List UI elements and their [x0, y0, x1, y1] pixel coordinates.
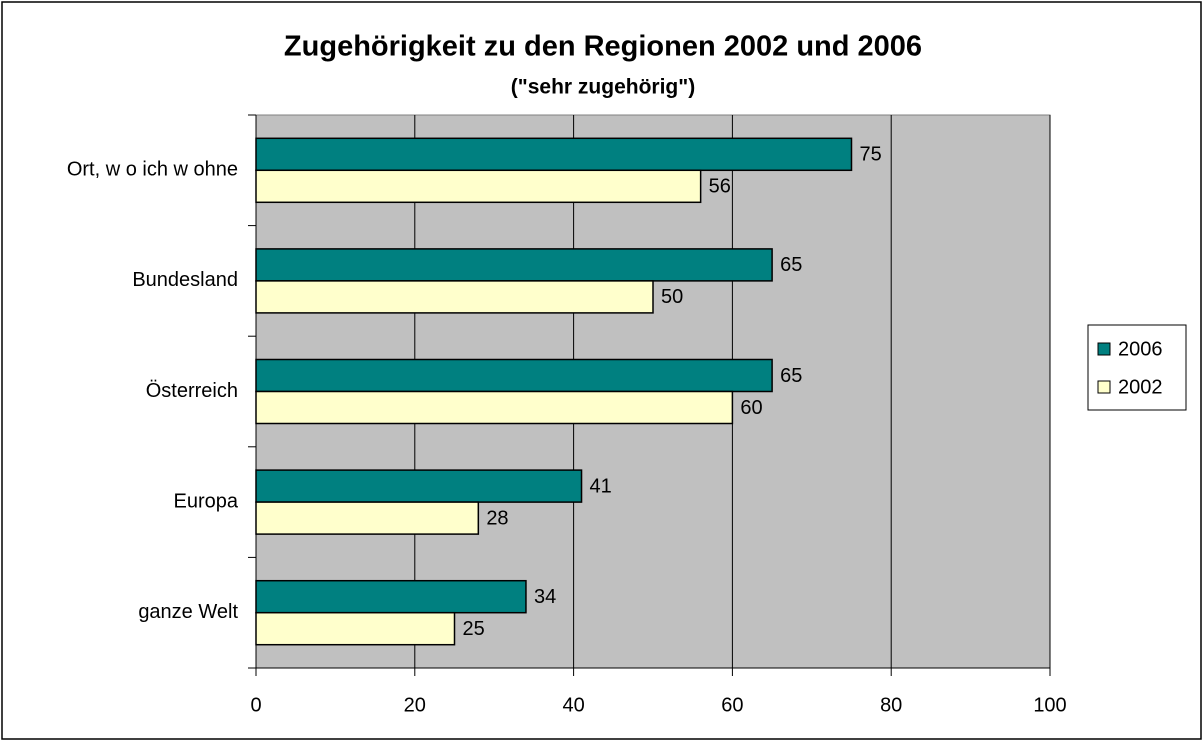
legend-swatch: [1097, 380, 1111, 394]
bar: [255, 358, 773, 393]
x-tick-label: 100: [1033, 694, 1066, 716]
data-label: 65: [780, 365, 802, 387]
x-tick-label: 80: [880, 694, 902, 716]
chart-title: Zugehörigkeit zu den Regionen 2002 und 2…: [284, 31, 922, 63]
bar: [255, 169, 702, 204]
chart-subtitle: ("sehr zugehörig"): [511, 76, 695, 99]
bar: [255, 579, 527, 614]
bar: [255, 501, 480, 535]
x-tick-label: 40: [562, 694, 584, 716]
x-tick-label: 0: [250, 694, 261, 716]
data-label: 75: [860, 144, 882, 166]
data-label: 65: [780, 254, 802, 276]
data-label: 41: [590, 475, 612, 497]
bar: [255, 469, 583, 503]
data-label: 25: [463, 618, 485, 640]
y-tick-label: ganze Welt: [138, 601, 238, 623]
data-label: 60: [740, 397, 762, 419]
legend-label: 2006: [1118, 338, 1163, 360]
y-tick-label: Österreich: [146, 380, 238, 402]
legend-box: [1087, 324, 1187, 411]
data-label: 50: [661, 286, 683, 308]
bar: [255, 248, 773, 282]
y-tick-label: Ort, w o ich w ohne: [67, 159, 238, 181]
bar: [255, 390, 734, 425]
x-tick-label: 60: [721, 694, 743, 716]
bar: [255, 137, 853, 172]
legend-swatch: [1097, 342, 1111, 356]
data-label: 34: [534, 586, 556, 608]
y-tick-label: Bundesland: [132, 269, 238, 291]
x-tick-label: 20: [404, 694, 426, 716]
data-label: 28: [486, 507, 508, 529]
y-tick-label: Europa: [174, 490, 239, 512]
bar: [255, 280, 654, 314]
bar: [255, 611, 456, 646]
data-label: 56: [709, 176, 731, 198]
legend-label: 2002: [1118, 376, 1163, 398]
